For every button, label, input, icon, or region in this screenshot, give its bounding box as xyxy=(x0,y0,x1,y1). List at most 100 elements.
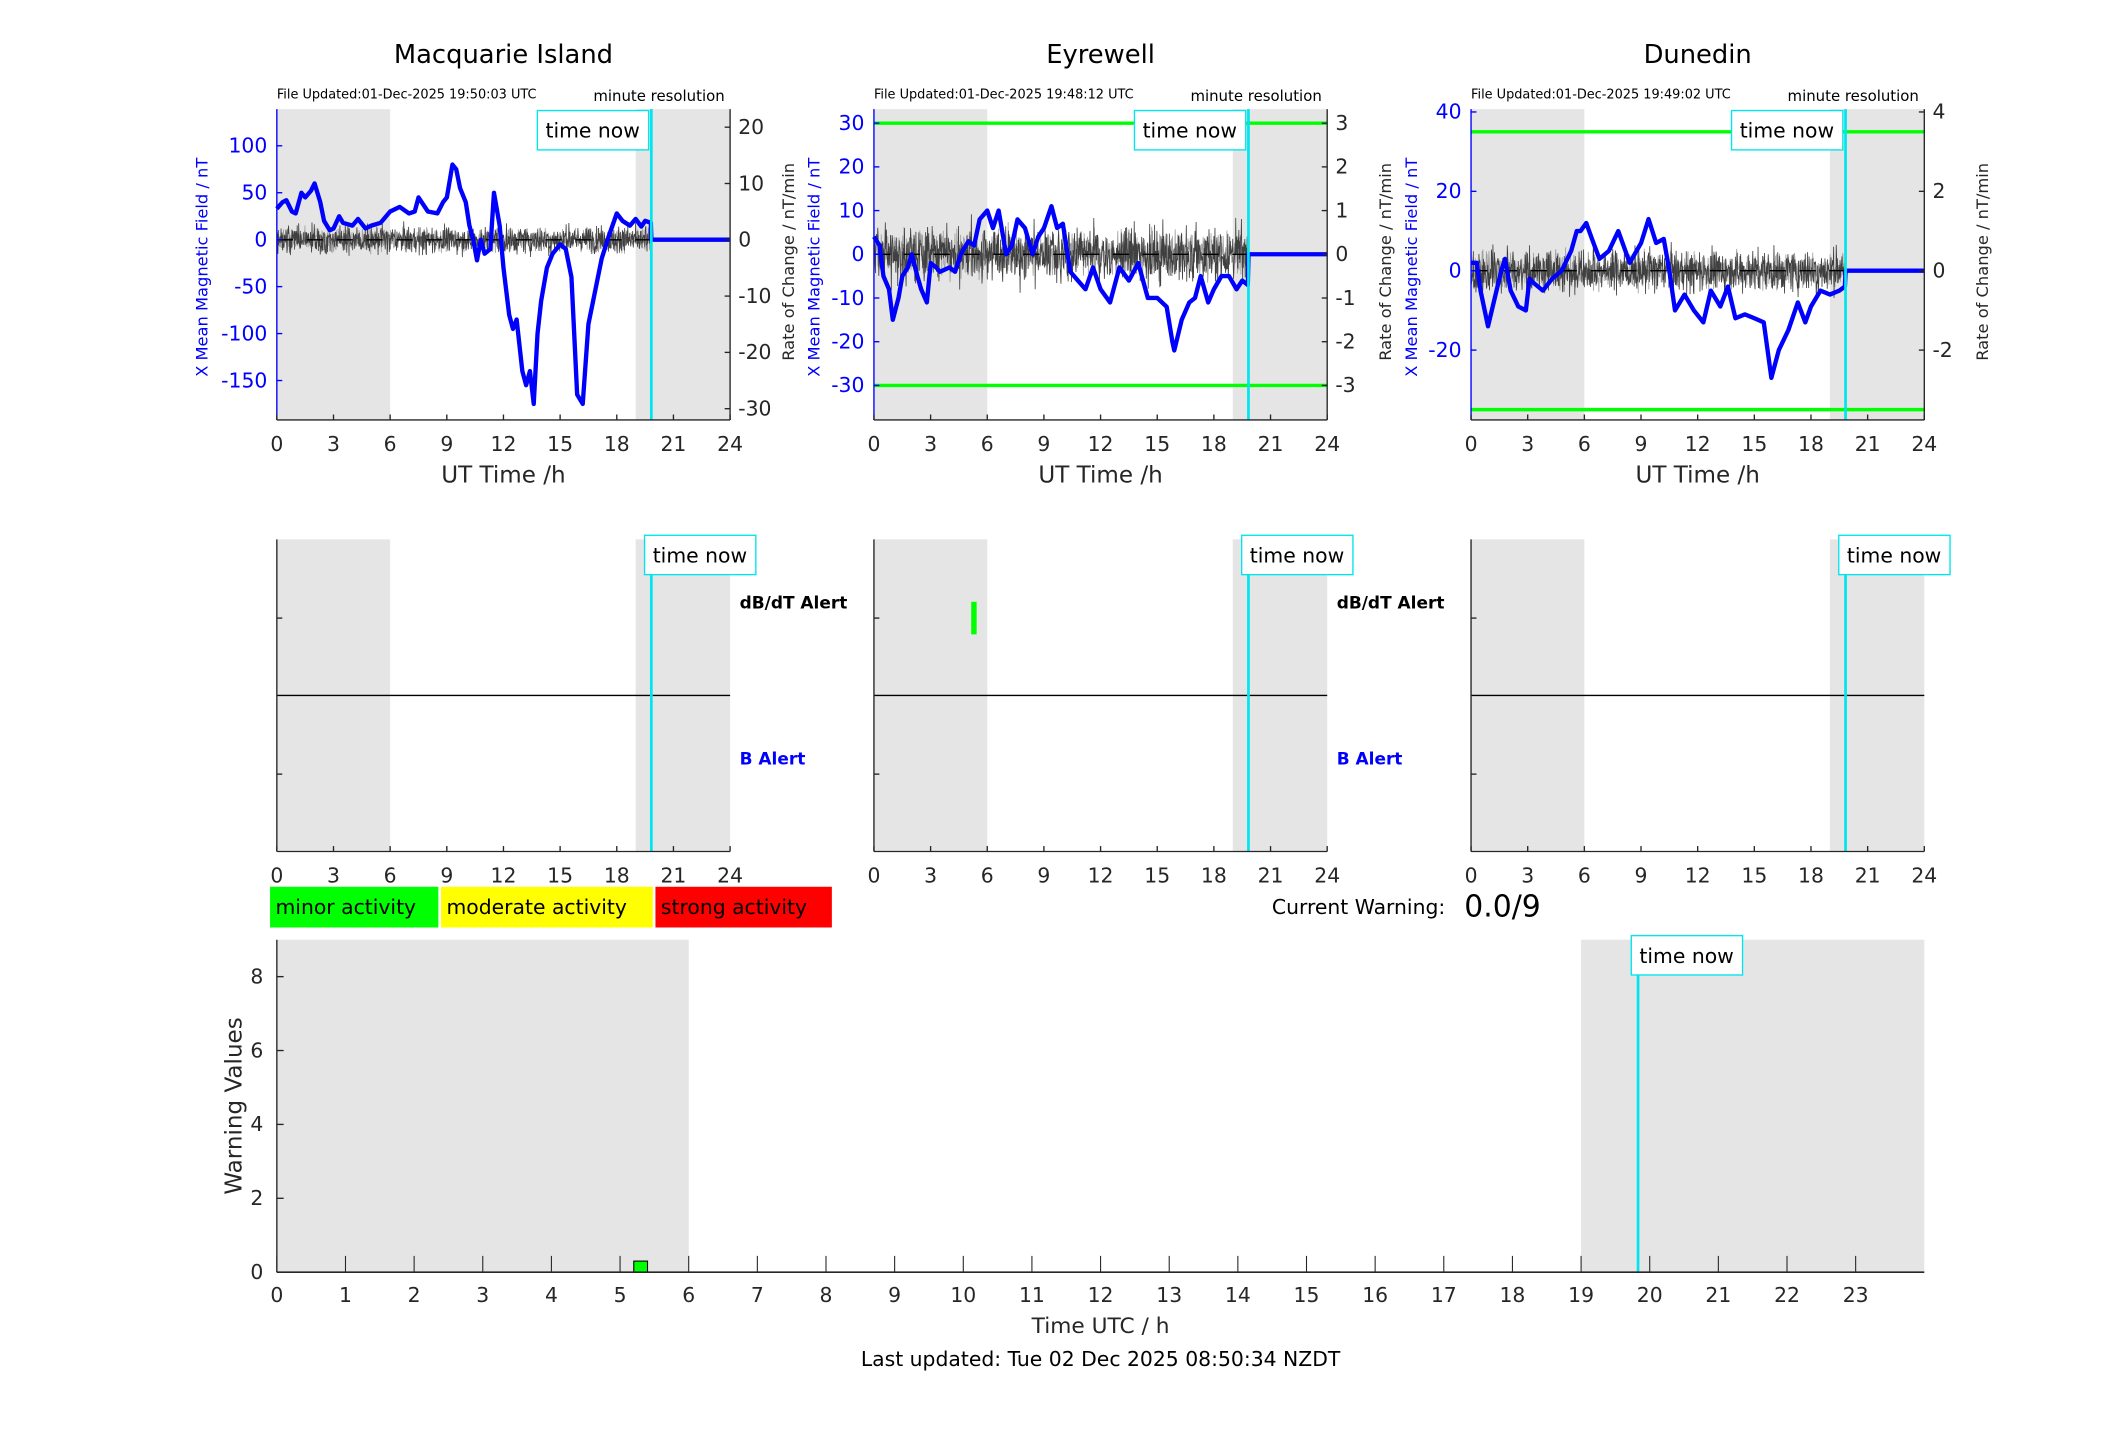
magnetic-field-series xyxy=(275,162,731,407)
x-tick-label: 3 xyxy=(476,1283,489,1307)
x-tick-label: 1 xyxy=(339,1283,352,1307)
y-axis-label: X Mean Magnetic Field / nT xyxy=(1402,158,1421,377)
x-axis-label: Time UTC / h xyxy=(1031,1314,1170,1339)
file-updated-label: File Updated:01-Dec-2025 19:49:02 UTC xyxy=(1471,87,1731,102)
x-tick-label: 7 xyxy=(751,1283,764,1307)
x-tick-label: 15 xyxy=(1144,432,1170,456)
station-panel-macquarie-island: Macquarie Island File Updated:01-Dec-2025… xyxy=(193,40,798,488)
y2-tick-label: 20 xyxy=(738,115,764,139)
night-shading xyxy=(276,939,689,1273)
x-tick-label: 24 xyxy=(1314,864,1340,888)
x-tick-label: 18 xyxy=(604,432,630,456)
y-tick-label: 100 xyxy=(228,134,267,158)
time-now-box xyxy=(1240,534,1354,576)
x-tick-label: 21 xyxy=(1855,864,1881,888)
x-tick-label: 6 xyxy=(682,1283,695,1307)
x-tick-label: 16 xyxy=(1362,1283,1388,1307)
x-tick-label: 15 xyxy=(547,432,573,456)
x-tick-label: 22 xyxy=(1774,1283,1800,1307)
station-panel-dunedin: Dunedin File Updated:01-Dec-2025 19:49:02… xyxy=(1402,40,1992,488)
db-alert-event xyxy=(971,601,977,635)
y-tick-label: 50 xyxy=(241,181,267,205)
y2-tick-label: 0 xyxy=(1932,259,1945,283)
x-tick-label: 6 xyxy=(384,432,397,456)
x-tick-label: 12 xyxy=(1685,864,1711,888)
x-tick-label: 3 xyxy=(327,432,340,456)
y-tick-label: -10 xyxy=(831,286,864,310)
x-tick-label: 5 xyxy=(614,1283,627,1307)
x-tick-label: 11 xyxy=(1019,1283,1045,1307)
time-now-box xyxy=(536,109,650,151)
db-dt-alert-label: dB/dT Alert xyxy=(740,593,848,613)
x-tick-label: 9 xyxy=(1037,432,1050,456)
x-tick-label: 0 xyxy=(270,864,283,888)
resolution-label: minute resolution xyxy=(1788,87,1919,105)
x-tick-label: 9 xyxy=(1635,432,1648,456)
x-tick-label: 6 xyxy=(384,864,397,888)
x-tick-label: 20 xyxy=(1637,1283,1663,1307)
y2-tick-label: -30 xyxy=(738,396,771,420)
rate-of-change-series-light xyxy=(873,222,1249,285)
x-tick-label: 12 xyxy=(491,432,517,456)
y-tick-label: 8 xyxy=(250,964,263,988)
y-tick-label: 30 xyxy=(839,111,865,135)
x-tick-label: 3 xyxy=(1521,432,1534,456)
x-tick-label: 13 xyxy=(1156,1283,1182,1307)
x-tick-label: 18 xyxy=(1201,864,1227,888)
resolution-label: minute resolution xyxy=(1190,87,1321,105)
x-tick-label: 21 xyxy=(1258,432,1284,456)
x-tick-label: 9 xyxy=(440,864,453,888)
time-now-label: time now xyxy=(1250,543,1344,567)
legend-swatch-minor-activity xyxy=(270,886,439,928)
x-tick-label: 3 xyxy=(1521,864,1534,888)
x-tick-label: 3 xyxy=(924,432,937,456)
x-tick-label: 18 xyxy=(1798,864,1824,888)
time-now-label: time now xyxy=(1143,119,1237,143)
x-tick-label: 6 xyxy=(981,864,994,888)
x-tick-label: 4 xyxy=(545,1283,558,1307)
time-now-box xyxy=(1630,934,1744,976)
x-tick-label: 15 xyxy=(547,864,573,888)
time-now-label: time now xyxy=(1847,543,1941,567)
x-tick-label: 0 xyxy=(867,864,880,888)
y2-tick-label: 0 xyxy=(738,228,751,252)
x-tick-label: 21 xyxy=(660,864,686,888)
activity-legend: minor activity moderate activity strong ac… xyxy=(270,886,832,928)
x-tick-label: 24 xyxy=(1911,432,1937,456)
x-tick-label: 0 xyxy=(867,432,880,456)
y-tick-label: 6 xyxy=(250,1038,263,1062)
x-tick-label: 10 xyxy=(950,1283,976,1307)
x-tick-label: 3 xyxy=(327,864,340,888)
y2-axis-label: Rate of Change / nT/min xyxy=(779,163,798,361)
x-tick-label: 12 xyxy=(1088,1283,1114,1307)
x-axis-label: UT Time /h xyxy=(441,462,565,488)
time-now-box xyxy=(1730,109,1844,151)
x-tick-label: 12 xyxy=(1685,432,1711,456)
night-shading xyxy=(1581,939,1925,1273)
rate-of-change-series xyxy=(1470,239,1846,298)
x-tick-label: 24 xyxy=(717,864,743,888)
y-tick-label: -100 xyxy=(221,321,267,345)
legend-label: moderate activity xyxy=(446,895,626,919)
x-tick-label: 9 xyxy=(1635,864,1648,888)
y2-tick-label: 2 xyxy=(1335,155,1348,179)
time-now-box xyxy=(1838,534,1951,576)
y2-tick-label: -2 xyxy=(1335,329,1355,353)
x-tick-label: 24 xyxy=(717,432,743,456)
x-tick-label: 9 xyxy=(888,1283,901,1307)
legend-swatch-moderate-activity xyxy=(441,886,653,928)
db-dt-alert-label: dB/dT Alert xyxy=(1337,593,1445,613)
x-tick-label: 3 xyxy=(924,864,937,888)
y2-tick-label: -1 xyxy=(1335,286,1355,310)
y-tick-label: 20 xyxy=(839,155,865,179)
y2-tick-label: -3 xyxy=(1335,373,1355,397)
station-title: Eyrewell xyxy=(1046,40,1155,70)
y-tick-label: 2 xyxy=(250,1186,263,1210)
x-tick-label: 6 xyxy=(981,432,994,456)
y-axis-label: Warning Values xyxy=(222,1017,248,1194)
x-tick-label: 18 xyxy=(1201,432,1227,456)
magnetic-field-series xyxy=(1471,216,1925,381)
x-tick-label: 21 xyxy=(660,432,686,456)
b-alert-label: B Alert xyxy=(740,749,806,769)
